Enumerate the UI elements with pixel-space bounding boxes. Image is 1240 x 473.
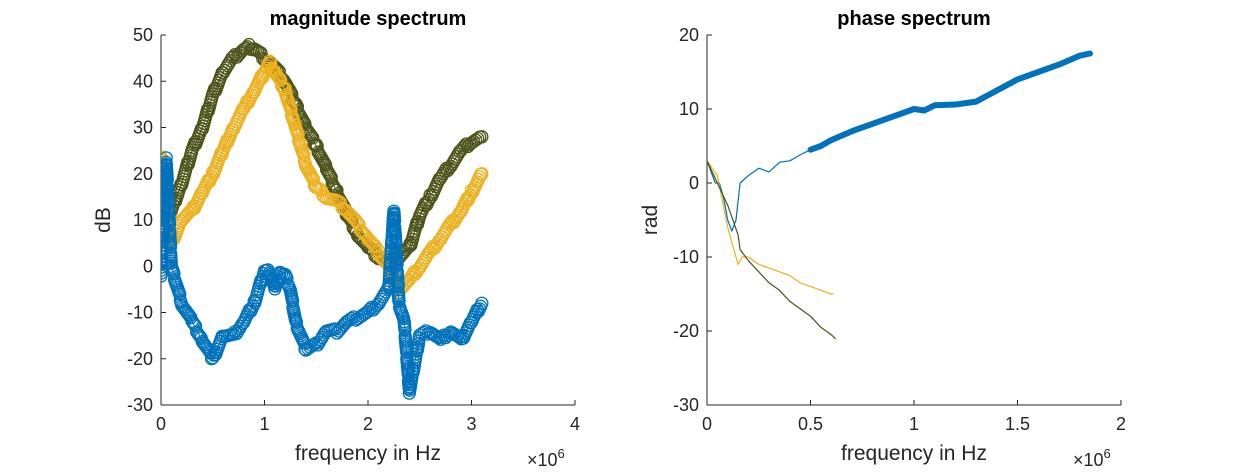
plot-area	[707, 50, 1093, 339]
data-point	[297, 148, 311, 163]
x-tick-label: 0	[156, 414, 166, 434]
data-point	[238, 41, 253, 55]
x-tick-label: 4	[570, 414, 580, 434]
data-point	[280, 271, 294, 285]
series-line-olive	[707, 160, 836, 339]
x-tick-label: 0	[702, 414, 712, 434]
phase-ylabel: rad	[639, 205, 662, 235]
series-line-blue	[807, 50, 1093, 153]
y-tick-label: -30	[127, 395, 153, 415]
plot-area	[161, 37, 489, 400]
x-tick-label: 3	[466, 414, 476, 434]
data-point	[304, 129, 319, 143]
magnitude-ylabel: dB	[92, 207, 115, 233]
y-tick-label: -20	[673, 321, 699, 341]
y-tick-label: 30	[133, 118, 153, 138]
series-line-yellow	[161, 61, 483, 291]
magnitude-xlabel: frequency in Hz	[295, 442, 441, 465]
data-point	[318, 156, 332, 171]
x-tick-label: 1	[259, 414, 269, 434]
x-tick-label: 1	[909, 414, 919, 434]
data-point	[350, 216, 365, 230]
x-tick-label: 2	[363, 414, 373, 434]
y-tick-label: 40	[133, 71, 153, 91]
phase-axes: phase spectrum frequency in Hz rad ×106 …	[639, 8, 1126, 470]
phase-x-exponent: ×106	[1073, 446, 1111, 470]
magnitude-x-exponent: ×106	[527, 446, 565, 470]
y-tick-label: 20	[679, 25, 699, 45]
y-tick-label: 10	[679, 99, 699, 119]
data-point	[306, 131, 320, 145]
x-tick-label: 0.5	[798, 414, 823, 434]
y-tick-label: 10	[133, 210, 153, 230]
y-tick-label: 0	[143, 256, 153, 276]
series-line-blue	[707, 149, 812, 232]
y-tick-label: -20	[127, 349, 153, 369]
data-point	[342, 313, 357, 327]
data-point	[475, 130, 489, 144]
data-point	[289, 315, 304, 329]
data-point	[273, 73, 288, 87]
phase-xlabel: frequency in Hz	[841, 442, 987, 465]
data-point	[204, 352, 219, 366]
data-point	[430, 330, 444, 344]
data-point	[246, 299, 260, 313]
data-point	[191, 326, 205, 341]
data-point	[305, 171, 320, 185]
data-point	[173, 287, 187, 301]
data-point	[181, 307, 196, 322]
x-tick-label: 1.5	[1005, 414, 1030, 434]
data-point	[475, 296, 489, 310]
data-point	[468, 133, 483, 147]
series-line-yellow	[707, 160, 834, 295]
y-tick-label: 50	[133, 25, 153, 45]
data-point	[317, 155, 331, 169]
data-point	[319, 158, 333, 172]
y-tick-label: -10	[673, 247, 699, 267]
data-point	[364, 235, 378, 249]
data-point	[327, 180, 341, 194]
phase-title: phase spectrum	[837, 8, 990, 30]
x-tick-label: 2	[1116, 414, 1126, 434]
magnitude-title: magnitude spectrum	[270, 8, 467, 30]
magnitude-axes: magnitude spectrum frequency in Hz dB ×1…	[92, 8, 580, 470]
y-tick-label: 0	[689, 173, 699, 193]
data-point	[352, 217, 366, 232]
data-point	[192, 328, 206, 342]
y-tick-label: 20	[133, 164, 153, 184]
data-point	[180, 306, 195, 320]
y-tick-label: -30	[673, 395, 699, 415]
data-point	[371, 243, 386, 258]
y-tick-label: -10	[127, 303, 153, 323]
data-point	[475, 167, 489, 181]
